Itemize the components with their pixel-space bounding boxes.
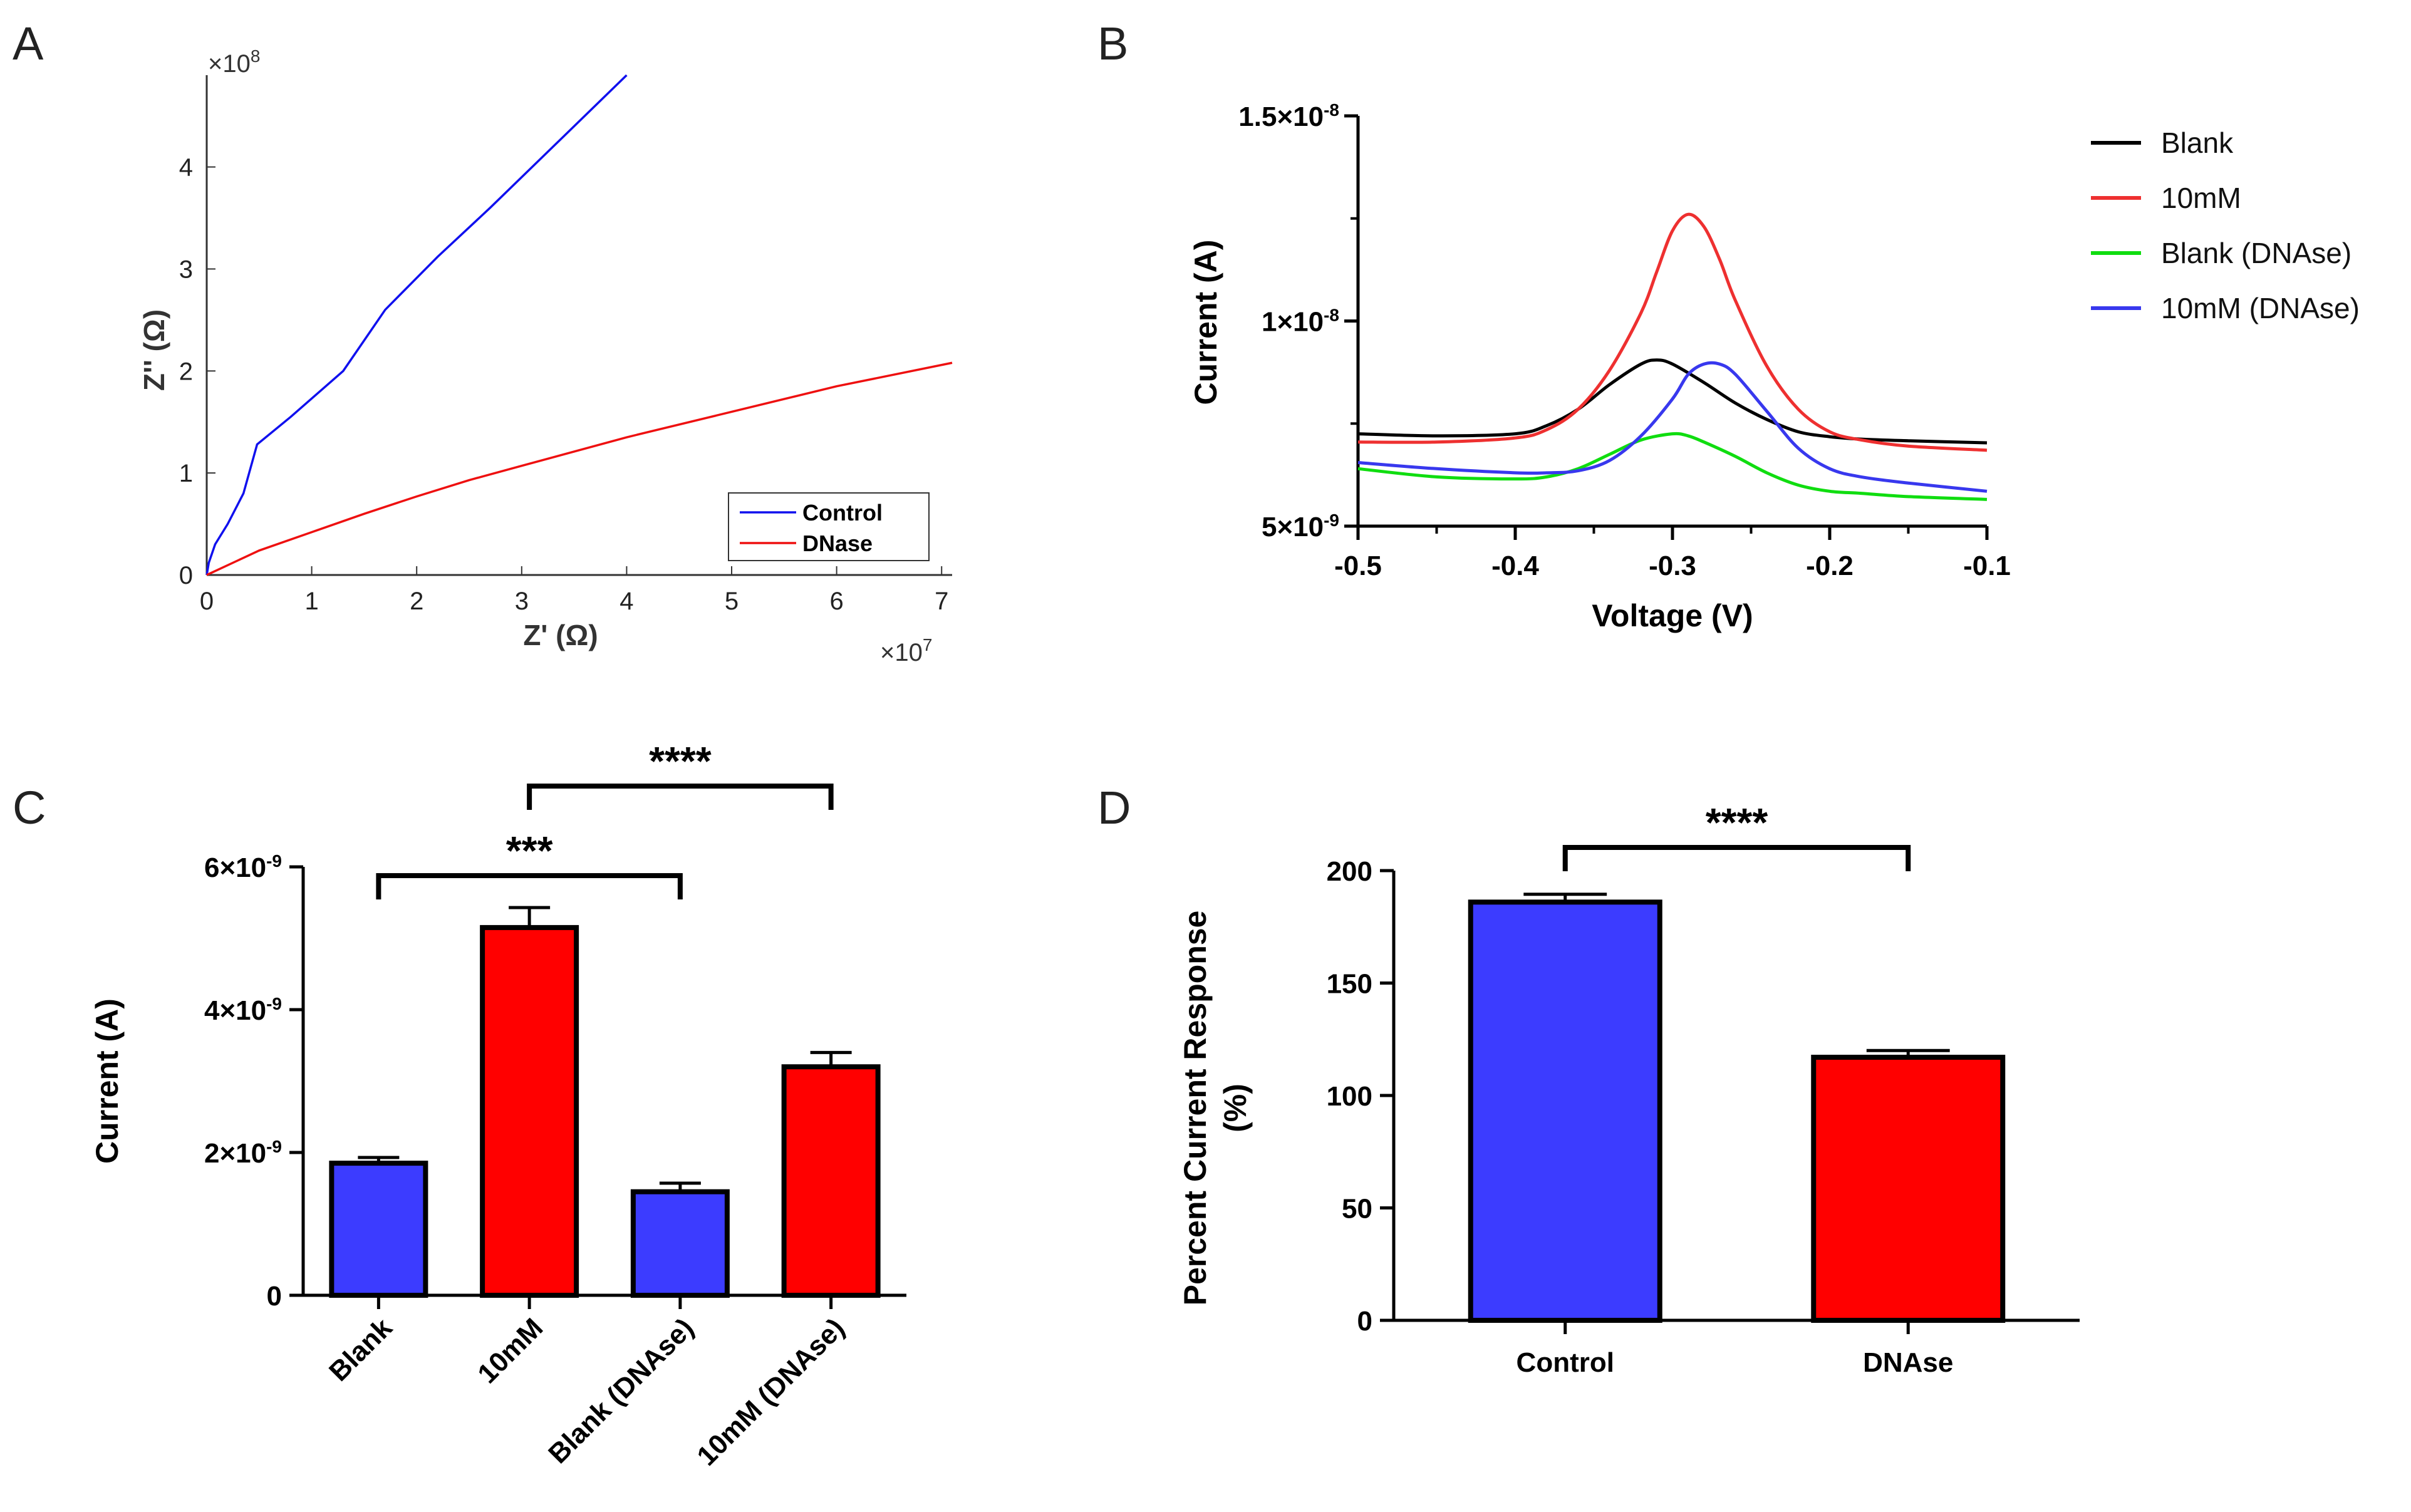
y-tick-label: 6×10-9 — [204, 851, 282, 883]
series-line-control — [205, 74, 628, 576]
y-tick-label: 1 — [179, 460, 193, 487]
x-multiplier: ×107 — [880, 635, 932, 666]
x-axis-title: Z' (Ω) — [523, 619, 598, 651]
y-tick-label: 2 — [179, 358, 193, 385]
y-axis-title: Z'' (Ω) — [138, 309, 170, 391]
legend-label: Blank (DNAse) — [2161, 237, 2351, 269]
x-tick-label: 5 — [725, 588, 739, 615]
x-tick-label: 10mM — [472, 1312, 549, 1389]
y-tick-label: 1×10-8 — [1262, 306, 1339, 338]
x-tick-label: 3 — [515, 588, 529, 615]
chart-d: 0 50 100 150 200 Control DNAse **** Percent Curr… — [1178, 800, 2080, 1378]
x-tick-label: 7 — [935, 588, 948, 615]
y-tick-label: 4 — [179, 154, 193, 182]
panel-letter-a: A — [13, 18, 44, 70]
y-tick-label: 2×10-9 — [204, 1137, 282, 1169]
panel-letter-d: D — [1097, 782, 1131, 834]
y-tick-label: 3 — [179, 256, 193, 283]
y-tick-label: 4×10-9 — [204, 994, 282, 1026]
series-curve — [1357, 361, 1988, 493]
significance-label: **** — [1706, 800, 1768, 845]
legend-label: 10mM (DNAse) — [2161, 292, 2360, 324]
significance-bracket — [1562, 845, 1911, 871]
legend-label: Control — [802, 500, 883, 526]
significance-label: **** — [649, 738, 712, 784]
y-tick-label: 100 — [1327, 1081, 1372, 1112]
y-axis-title: Current (A) — [1188, 240, 1223, 405]
y-axis-title: Current (A) — [90, 998, 125, 1164]
x-tick-label: 0 — [200, 588, 214, 615]
x-tick-label: 6 — [830, 588, 844, 615]
legend-label: Blank — [2161, 127, 2234, 159]
bar-control — [1468, 899, 1662, 1323]
x-tick-label: Control — [1517, 1347, 1614, 1378]
panel-letter-b: B — [1097, 18, 1128, 70]
x-tick-label: Blank — [323, 1312, 398, 1387]
y-tick-label: 0 — [179, 562, 193, 589]
significance-bracket — [527, 784, 834, 810]
legend-label: 10mM — [2161, 182, 2241, 214]
y-tick-label: 150 — [1327, 969, 1372, 1000]
x-axis-title: Voltage (V) — [1592, 598, 1753, 633]
x-tick-label: DNAse — [1863, 1347, 1953, 1378]
x-tick-label: -0.3 — [1649, 551, 1696, 581]
x-tick-label: 4 — [620, 588, 633, 615]
series-line-dnase — [206, 361, 953, 576]
chart-b: -0.5 -0.4 -0.3 -0.2 -0.1 5×10-9 1×10-8 1.5×10-8… — [1188, 100, 2360, 633]
legend-label: DNase — [802, 531, 873, 556]
y-axis-title-unit: (%) — [1218, 1084, 1253, 1132]
y-tick-label: 0 — [1357, 1306, 1372, 1337]
bar-blank — [329, 1161, 428, 1298]
significance-bracket — [376, 873, 683, 899]
x-tick-label: Blank (DNAse) — [542, 1312, 700, 1469]
panel-letter-c: C — [13, 782, 46, 834]
x-tick-label: -0.4 — [1491, 551, 1539, 581]
x-tick-label: -0.1 — [1963, 551, 2011, 581]
series-curve — [1357, 432, 1988, 501]
y-tick-label: 50 — [1342, 1194, 1372, 1225]
bar-blank-dnase- — [630, 1189, 730, 1298]
x-tick-label: -0.5 — [1334, 551, 1382, 581]
y-tick-label: 1.5×10-8 — [1238, 100, 1339, 132]
y-tick-label: 0 — [267, 1281, 282, 1312]
legend-box — [728, 492, 930, 561]
y-multiplier: ×108 — [208, 46, 260, 78]
y-axis-title: Percent Current Response — [1178, 911, 1213, 1306]
series-curve — [1357, 212, 1988, 452]
y-tick-label: 5×10-9 — [1262, 510, 1339, 542]
x-tick-label: 10mM (DNAse) — [691, 1312, 850, 1471]
x-tick-label: 2 — [410, 588, 423, 615]
x-tick-label: -0.2 — [1806, 551, 1854, 581]
bar-10mm-dnase- — [781, 1064, 881, 1298]
bar-dnase — [1811, 1054, 2006, 1323]
y-tick-label: 200 — [1327, 856, 1372, 887]
chart-a: 0 1 2 3 4 5 6 7 0 1 2 3 4 ×108 ×107 Z' (Ω) Z'' (Ω) Contro… — [138, 46, 953, 666]
x-tick-label: 1 — [304, 588, 318, 615]
significance-label: *** — [506, 828, 553, 873]
bar-10mm — [480, 924, 579, 1298]
